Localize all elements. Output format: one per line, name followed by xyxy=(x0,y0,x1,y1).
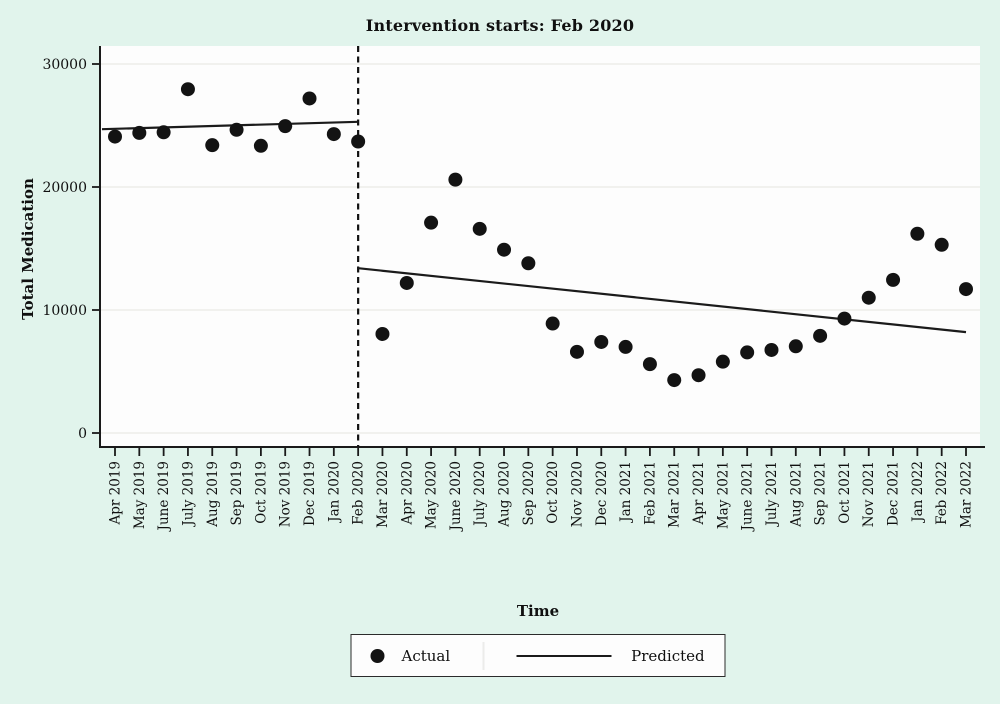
x-tick-label: Dec 2020 xyxy=(594,461,610,526)
x-tick-label: June 2020 xyxy=(448,461,464,532)
x-tick-label: Aug 2021 xyxy=(788,461,804,528)
data-point xyxy=(424,215,439,230)
x-tick-label: Oct 2019 xyxy=(253,461,269,524)
data-point xyxy=(861,290,876,305)
x-tick-label: Mar 2021 xyxy=(667,461,683,528)
x-tick-label: Aug 2020 xyxy=(497,461,513,528)
x-tick-label: Sep 2020 xyxy=(521,461,537,526)
y-tick-label: 30000 xyxy=(42,57,87,73)
data-point xyxy=(764,342,779,357)
data-point xyxy=(740,345,755,360)
y-tick-label: 20000 xyxy=(42,180,87,196)
chart-title: Intervention starts: Feb 2020 xyxy=(365,16,635,35)
actual-dot-icon xyxy=(370,648,385,663)
data-point xyxy=(497,242,512,257)
data-point xyxy=(569,344,584,359)
x-tick-label: Sep 2021 xyxy=(813,461,829,526)
x-tick-label: Oct 2020 xyxy=(545,461,561,524)
x-tick-label: Sep 2019 xyxy=(229,461,245,526)
data-point xyxy=(934,237,949,252)
data-point xyxy=(229,122,244,137)
x-tick-label: Feb 2020 xyxy=(351,461,367,525)
data-point xyxy=(472,221,487,236)
predicted-line-icon xyxy=(516,654,612,657)
x-tick-label: Jan 2022 xyxy=(910,461,926,524)
data-point xyxy=(326,127,341,142)
legend-divider xyxy=(482,641,485,670)
x-tick-label: May 2021 xyxy=(715,461,731,529)
x-tick-label: Mar 2020 xyxy=(375,461,391,528)
data-point xyxy=(691,368,706,383)
data-point xyxy=(253,138,268,153)
predicted-line-segment xyxy=(358,267,967,334)
x-tick-label: Dec 2021 xyxy=(886,461,902,526)
data-point xyxy=(715,354,730,369)
data-point xyxy=(302,91,317,106)
x-tick-label: Jan 2020 xyxy=(326,461,342,524)
y-axis-title: Total Medication xyxy=(19,178,37,320)
x-tick-label: Mar 2022 xyxy=(959,461,975,528)
data-point xyxy=(375,326,390,341)
y-tick-label: 0 xyxy=(78,426,87,442)
x-tick-label: Feb 2022 xyxy=(934,461,950,525)
x-tick-label: Jan 2021 xyxy=(618,461,634,524)
x-tick-label: Nov 2020 xyxy=(569,461,585,527)
data-point xyxy=(667,373,682,388)
x-tick-label: Oct 2021 xyxy=(837,461,853,524)
x-tick-label: July 2019 xyxy=(180,461,196,528)
legend-label-predicted: Predicted xyxy=(631,646,705,665)
legend-label-actual: Actual xyxy=(401,646,451,665)
data-point xyxy=(108,129,122,144)
x-tick-label: Apr 2020 xyxy=(399,461,415,526)
y-tick-label: 10000 xyxy=(42,303,87,319)
x-tick-label: Dec 2019 xyxy=(302,461,318,526)
data-point xyxy=(156,125,171,140)
data-point xyxy=(399,275,414,290)
data-point xyxy=(180,82,195,97)
data-point xyxy=(910,226,925,241)
data-point xyxy=(545,316,560,331)
data-point xyxy=(959,282,973,297)
data-point xyxy=(788,339,803,354)
x-tick-label: June 2021 xyxy=(740,461,756,532)
data-point xyxy=(837,311,852,326)
legend: Actual Predicted xyxy=(350,634,726,677)
data-point xyxy=(351,134,366,149)
data-point xyxy=(448,172,463,187)
x-tick-label: Nov 2021 xyxy=(861,461,877,527)
data-point xyxy=(618,339,633,354)
x-tick-label: Feb 2021 xyxy=(642,461,658,525)
data-point xyxy=(642,357,657,372)
x-axis-title: Time xyxy=(516,602,560,620)
data-point xyxy=(813,328,828,343)
x-tick-label: May 2019 xyxy=(132,461,148,529)
data-point xyxy=(278,119,293,134)
x-tick-label: June 2019 xyxy=(156,461,172,532)
x-tick-label: May 2020 xyxy=(424,461,440,529)
x-tick-label: Apr 2021 xyxy=(691,461,707,526)
x-tick-label: Nov 2019 xyxy=(278,461,294,527)
x-tick-label: Aug 2019 xyxy=(205,461,221,528)
plot-background xyxy=(100,46,980,447)
data-point xyxy=(205,138,220,153)
data-point xyxy=(886,272,901,287)
x-tick-label: July 2020 xyxy=(472,461,488,528)
data-point xyxy=(521,256,536,271)
data-point xyxy=(594,334,609,349)
predicted-line-segment xyxy=(101,120,359,131)
x-tick-label: July 2021 xyxy=(764,461,780,528)
x-tick-label: Apr 2019 xyxy=(108,461,124,526)
data-point xyxy=(132,125,147,140)
